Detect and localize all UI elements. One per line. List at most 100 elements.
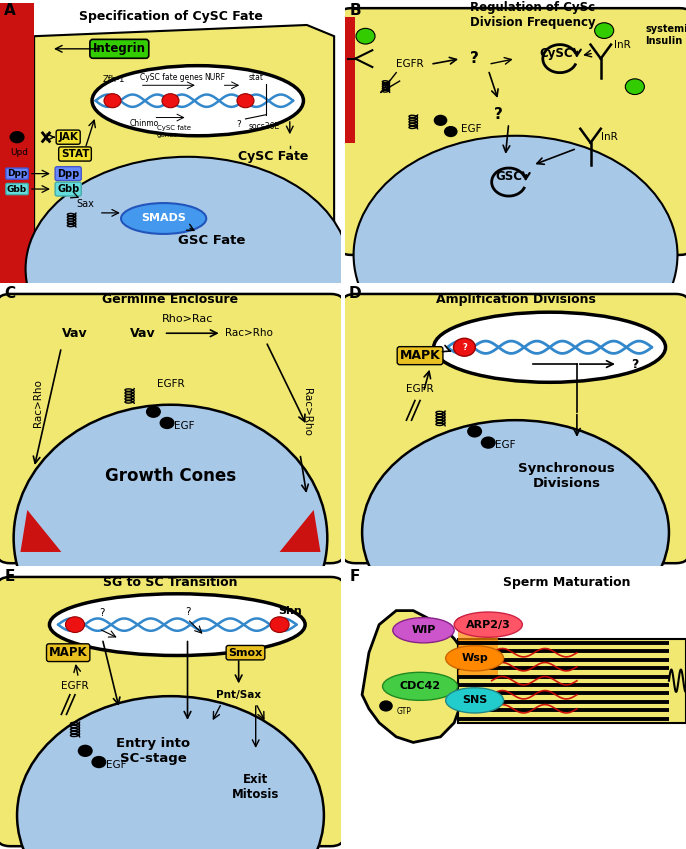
Polygon shape <box>21 510 61 552</box>
Ellipse shape <box>14 405 327 672</box>
Text: Amplification Divisions: Amplification Divisions <box>436 293 595 306</box>
Text: A: A <box>4 3 16 19</box>
Text: ?: ? <box>185 607 190 617</box>
FancyBboxPatch shape <box>335 8 686 255</box>
Text: Wsp: Wsp <box>461 653 488 663</box>
Circle shape <box>78 745 93 757</box>
Text: GSC: GSC <box>495 170 522 183</box>
Polygon shape <box>0 3 34 283</box>
Ellipse shape <box>446 688 504 713</box>
Text: Chinmo: Chinmo <box>130 119 158 128</box>
Text: STAT: STAT <box>61 149 89 159</box>
Text: InR: InR <box>615 40 631 49</box>
Ellipse shape <box>49 593 305 655</box>
Text: EGF: EGF <box>106 760 126 770</box>
Circle shape <box>444 126 458 138</box>
Text: Rac>Rho: Rac>Rho <box>225 329 273 338</box>
Text: Integrin: Integrin <box>93 42 146 55</box>
Text: GTP: GTP <box>397 707 411 716</box>
Text: Dpp: Dpp <box>57 169 80 178</box>
Text: ?: ? <box>462 343 466 351</box>
Ellipse shape <box>17 696 324 849</box>
Text: Gbb: Gbb <box>57 184 80 194</box>
Text: ?: ? <box>99 609 105 618</box>
Circle shape <box>467 425 482 437</box>
Text: Rac>Rho: Rac>Rho <box>32 380 43 427</box>
Text: Exit
Mitosis: Exit Mitosis <box>232 773 279 801</box>
Text: SG to SC Transition: SG to SC Transition <box>103 576 238 589</box>
Text: ARP2/3: ARP2/3 <box>466 620 510 630</box>
Text: F: F <box>350 570 360 584</box>
Text: CySC fate genes: CySC fate genes <box>140 74 202 82</box>
Ellipse shape <box>393 617 454 643</box>
Text: EGFR: EGFR <box>397 59 424 70</box>
Text: EGF: EGF <box>495 441 516 451</box>
Text: CDC42: CDC42 <box>399 682 440 691</box>
Text: Regulation of CySc
Division Frequency: Regulation of CySc Division Frequency <box>470 1 595 29</box>
Text: MAPK: MAPK <box>49 646 88 659</box>
Text: CySC fate
genes: CySC fate genes <box>157 125 191 138</box>
Text: JAK: JAK <box>58 132 78 142</box>
Text: Shn: Shn <box>278 605 302 616</box>
Text: Synchronous
Divisions: Synchronous Divisions <box>519 462 615 490</box>
Text: socs36E: socs36E <box>249 121 280 131</box>
Text: GSC Fate: GSC Fate <box>178 234 245 247</box>
Polygon shape <box>345 17 355 143</box>
Polygon shape <box>458 638 686 722</box>
Circle shape <box>481 436 496 449</box>
Text: SNS: SNS <box>462 695 487 706</box>
Text: SMADS: SMADS <box>141 213 186 223</box>
Text: InR: InR <box>601 132 617 142</box>
Text: systemic
Insulin: systemic Insulin <box>645 24 686 46</box>
Circle shape <box>160 417 174 429</box>
Text: Germline Enclosure: Germline Enclosure <box>102 293 239 306</box>
Text: stat: stat <box>249 74 264 82</box>
Text: Vav: Vav <box>62 327 88 340</box>
Circle shape <box>146 406 161 418</box>
Text: EGFR: EGFR <box>61 682 89 691</box>
Text: CySC Fate: CySC Fate <box>237 150 308 163</box>
Text: Growth Cones: Growth Cones <box>105 467 236 486</box>
Polygon shape <box>34 37 334 269</box>
Text: Entry into
SC-stage: Entry into SC-stage <box>117 737 191 765</box>
Circle shape <box>595 23 614 38</box>
Polygon shape <box>280 510 320 552</box>
Circle shape <box>455 616 474 633</box>
Circle shape <box>104 93 121 108</box>
Ellipse shape <box>454 612 522 638</box>
Text: Smox: Smox <box>228 648 263 658</box>
Text: E: E <box>5 570 15 584</box>
Text: Specification of CySC Fate: Specification of CySC Fate <box>78 10 263 23</box>
Text: Rac>Rho: Rac>Rho <box>302 388 312 436</box>
Ellipse shape <box>25 157 349 381</box>
Ellipse shape <box>362 420 669 644</box>
Text: EGF: EGF <box>461 124 482 134</box>
Ellipse shape <box>92 65 303 136</box>
Circle shape <box>237 93 254 108</box>
Circle shape <box>379 700 393 711</box>
Text: Sax: Sax <box>76 200 94 210</box>
Text: ?: ? <box>236 121 241 129</box>
Circle shape <box>356 28 375 44</box>
Circle shape <box>434 115 447 126</box>
Ellipse shape <box>121 203 206 234</box>
Polygon shape <box>362 610 464 742</box>
Text: Gbb: Gbb <box>7 184 27 194</box>
Ellipse shape <box>446 646 504 671</box>
FancyBboxPatch shape <box>0 577 344 846</box>
Polygon shape <box>352 22 679 241</box>
Circle shape <box>10 131 25 143</box>
Ellipse shape <box>434 312 665 382</box>
Text: EGFR: EGFR <box>157 379 185 389</box>
Ellipse shape <box>353 136 678 374</box>
Text: ?: ? <box>494 107 503 122</box>
Text: EGF: EGF <box>174 421 194 430</box>
Text: MAPK: MAPK <box>400 349 440 363</box>
Text: Sperm Maturation: Sperm Maturation <box>503 576 630 589</box>
Text: B: B <box>349 3 361 19</box>
Text: D: D <box>349 286 362 301</box>
Text: WIP: WIP <box>412 625 436 635</box>
Text: Rho>Rac: Rho>Rac <box>162 314 213 324</box>
FancyBboxPatch shape <box>342 294 686 563</box>
Text: ?: ? <box>470 51 479 66</box>
